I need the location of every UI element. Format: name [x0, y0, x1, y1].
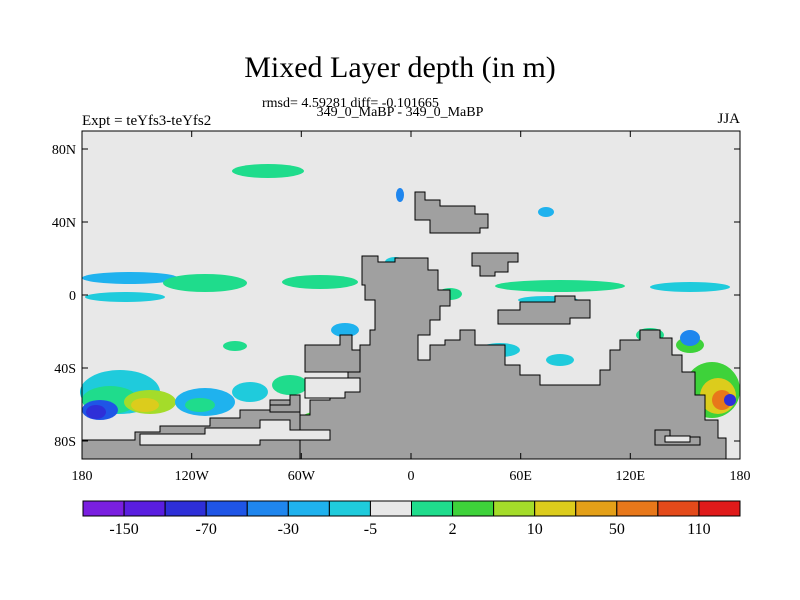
x-tick-label: 60W	[288, 469, 316, 484]
x-tick-label: 180	[730, 469, 751, 484]
x-tick-label: 120E	[616, 469, 646, 484]
colorbar-box	[205, 500, 248, 517]
colorbar-label: 110	[687, 521, 710, 538]
colorbar	[82, 500, 741, 517]
colorbar-label: 50	[609, 521, 625, 538]
colorbar-box	[657, 500, 700, 517]
stats-text: rmsd= 4.59281 diff= -0.101665	[262, 96, 439, 111]
colorbar-box	[82, 500, 125, 517]
colorbar-box	[246, 500, 289, 517]
colorbar-label: 10	[527, 521, 543, 538]
colorbar-box	[698, 500, 741, 517]
colorbar-label: -70	[196, 521, 217, 538]
y-tick-label: 80N	[52, 143, 76, 158]
colorbar-box	[575, 500, 618, 517]
x-tick-label: 0	[408, 469, 415, 484]
season-label: JJA	[717, 111, 740, 127]
x-tick-label: 180	[72, 469, 93, 484]
colorbar-box	[493, 500, 536, 517]
colorbar-box	[616, 500, 659, 517]
colorbar-box	[452, 500, 495, 517]
colorbar-box	[534, 500, 577, 517]
y-tick-label: 0	[69, 289, 76, 304]
neutral-inlets	[139, 377, 691, 446]
colorbar-box	[287, 500, 330, 517]
colorbar-label: -30	[278, 521, 299, 538]
colorbar-labels: -150 -70 -30 -5 2 10 50 110	[109, 521, 710, 538]
colorbar-box	[164, 500, 207, 517]
experiment-subtitle: 349_0_MaBP - 349_0_MaBP	[316, 105, 484, 120]
y-tick-labels: 80N 40N 0 40S 80S	[52, 143, 76, 450]
y-tick-label: 40S	[54, 362, 76, 377]
y-tick-label: 40N	[52, 216, 76, 231]
colorbar-label: -150	[109, 521, 138, 538]
x-tick-label: 60E	[509, 469, 532, 484]
x-axis	[81, 131, 741, 459]
x-tick-label: 120W	[175, 469, 210, 484]
x-tick-labels: 180 120W 60W 0 60E 120E 180	[72, 469, 751, 484]
colorbar-box	[328, 500, 371, 517]
anomaly-patches	[80, 164, 740, 430]
colorbar-label: -5	[364, 521, 377, 538]
colorbar-label: 2	[449, 521, 457, 538]
colorbar-box	[411, 500, 454, 517]
chart-title: Mixed Layer depth (in m)	[244, 51, 556, 84]
y-axis	[82, 148, 740, 442]
experiment-label: Expt = teYfs3-teYfs2	[82, 113, 212, 129]
colorbar-box	[369, 500, 412, 517]
colorbar-box	[123, 500, 166, 517]
y-tick-label: 80S	[54, 435, 76, 450]
